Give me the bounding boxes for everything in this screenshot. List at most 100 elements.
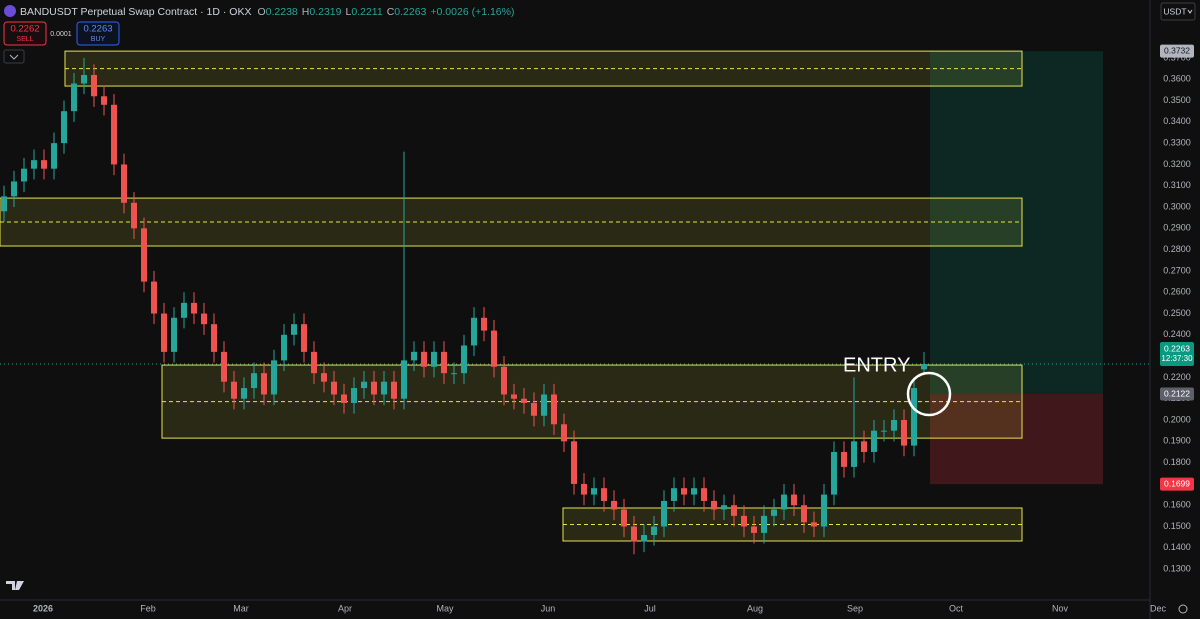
x-tick-label: 2026 xyxy=(33,603,53,613)
y-tick-label: 0.3500 xyxy=(1163,95,1191,105)
candle-body xyxy=(571,441,577,484)
stop-price: 0.1699 xyxy=(1164,478,1190,488)
candle-body xyxy=(661,500,667,527)
stop-area xyxy=(930,394,1103,485)
candle-body xyxy=(631,526,637,542)
y-tick-label: 0.2800 xyxy=(1163,244,1191,254)
candle-body xyxy=(341,394,347,403)
collapse-button[interactable] xyxy=(3,49,25,64)
x-tick-label: Aug xyxy=(747,603,763,613)
x-tick-label: Nov xyxy=(1052,603,1069,613)
candle-body xyxy=(21,168,27,182)
candle-body xyxy=(71,83,77,112)
candle-body xyxy=(161,313,167,352)
y-tick-label: 0.1300 xyxy=(1163,563,1191,573)
target-price: 0.3732 xyxy=(1164,45,1190,55)
chevron-icon xyxy=(1187,9,1193,14)
candle-body xyxy=(251,373,257,389)
candle-body xyxy=(641,535,647,542)
y-tick-label: 0.2900 xyxy=(1163,223,1191,233)
price-tag xyxy=(1160,44,1194,58)
y-tick-label: 0.2500 xyxy=(1163,308,1191,318)
candle-body xyxy=(361,381,367,389)
candle-body xyxy=(41,160,47,169)
candle-body xyxy=(891,420,897,431)
candle-body xyxy=(331,381,337,395)
candle-body xyxy=(141,228,147,282)
candle-body xyxy=(791,494,797,506)
candle-body xyxy=(101,96,107,105)
y-tick-label: 0.1600 xyxy=(1163,500,1191,510)
sell-price: 0.2262 xyxy=(10,24,39,35)
target-area xyxy=(930,51,1103,395)
candle-body xyxy=(831,451,837,495)
candle-body xyxy=(501,366,507,395)
candle-body xyxy=(91,74,97,97)
buy-button[interactable] xyxy=(76,21,120,46)
ohlc-value: 0.2319 xyxy=(309,6,341,18)
candle-body xyxy=(261,373,267,395)
y-tick-label: 0.3400 xyxy=(1163,116,1191,126)
spread: 0.0001 xyxy=(50,31,72,38)
candle-body xyxy=(181,302,187,318)
candle-body xyxy=(31,160,37,169)
candle-body xyxy=(391,381,397,399)
tv-logo xyxy=(6,581,24,590)
candle-body xyxy=(511,394,517,399)
candle-body xyxy=(771,509,777,516)
candle-body xyxy=(471,317,477,346)
last-price: 0.2263 xyxy=(1164,343,1190,353)
y-tick-label: 0.3300 xyxy=(1163,138,1191,148)
candle-body xyxy=(281,334,287,361)
candle-body xyxy=(241,388,247,399)
candle-body xyxy=(451,373,457,375)
candle-body xyxy=(871,430,877,452)
candle-body xyxy=(111,104,117,165)
y-tick-label: 0.3100 xyxy=(1163,180,1191,190)
candle-body xyxy=(591,488,597,495)
candle-body xyxy=(131,202,137,229)
candle-body xyxy=(921,364,927,370)
candle-body xyxy=(61,111,67,144)
candle-body xyxy=(691,488,697,495)
candle-body xyxy=(311,351,317,374)
ohlc-value: 0.2238 xyxy=(266,6,298,18)
candle-body xyxy=(531,402,537,416)
settings-icon[interactable] xyxy=(1178,604,1188,614)
candle-body xyxy=(291,324,297,335)
candle-body xyxy=(211,324,217,352)
x-tick-label: May xyxy=(436,603,454,613)
candle-body xyxy=(491,330,497,367)
y-tick-label: 0.2200 xyxy=(1163,372,1191,382)
candle-body xyxy=(581,483,587,495)
annotation: ENTRY xyxy=(843,354,910,376)
candle-body xyxy=(221,351,227,382)
candle-body xyxy=(811,522,817,527)
ohlc-value: 0.2263 xyxy=(394,6,426,18)
x-tick-label: Dec xyxy=(1150,603,1167,613)
header: BANDUSDT Perpetual Swap Contract · 1D · … xyxy=(20,6,514,18)
y-tick-label: 0.3200 xyxy=(1163,159,1191,169)
entry-marker xyxy=(906,371,952,417)
sell-button[interactable] xyxy=(3,21,47,46)
y-tick-label: 0.1500 xyxy=(1163,521,1191,531)
candle-body xyxy=(401,360,407,399)
currency-button[interactable] xyxy=(1160,2,1196,21)
entry-price: 0.2122 xyxy=(1164,388,1190,398)
candle-body xyxy=(191,302,197,314)
candle-body xyxy=(321,373,327,382)
y-tick-label: 0.2400 xyxy=(1163,329,1191,339)
sell-label: SELL xyxy=(16,36,33,43)
candle-body xyxy=(521,398,527,403)
symbol-logo xyxy=(4,5,16,17)
candle-body xyxy=(11,181,17,197)
countdown: 12:37:30 xyxy=(1161,354,1193,363)
candle-body xyxy=(381,381,387,395)
candle-body xyxy=(171,317,177,352)
candle-body xyxy=(741,515,747,527)
x-tick-label: Jun xyxy=(541,603,556,613)
currency: USDT xyxy=(1163,6,1186,16)
